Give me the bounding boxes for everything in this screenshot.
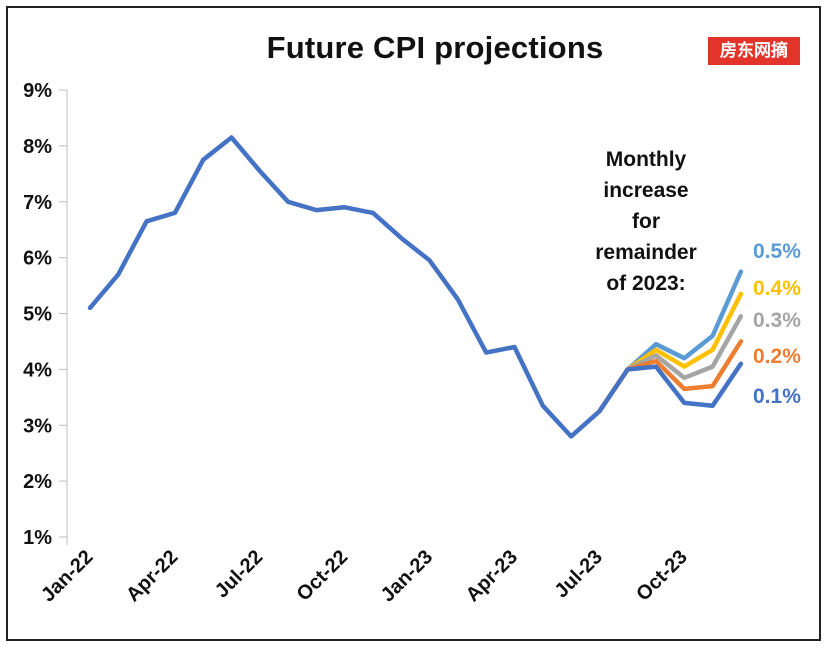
series-label: 0.2% bbox=[753, 345, 801, 368]
y-tick-label: 7% bbox=[23, 192, 52, 214]
annotation-line: for bbox=[632, 210, 660, 233]
y-tick-label: 9% bbox=[23, 80, 52, 102]
y-tick-label: 2% bbox=[23, 471, 52, 493]
x-tick-label: Jan-22 bbox=[37, 546, 97, 606]
annotation-line: remainder bbox=[595, 241, 697, 264]
projection-line bbox=[597, 361, 744, 414]
y-tick-label: 3% bbox=[23, 415, 52, 437]
projection-annotation: Monthly increase for remainder of 2023: bbox=[588, 144, 704, 299]
y-tick-label: 5% bbox=[23, 304, 52, 326]
x-tick-label: Oct-22 bbox=[293, 546, 353, 606]
annotation-line: of 2023: bbox=[606, 272, 686, 295]
watermark-stamp: 房东网摘 bbox=[708, 37, 800, 65]
x-tick-label: Apr-23 bbox=[462, 546, 522, 606]
chart-title: Future CPI projections bbox=[266, 30, 604, 65]
series-label: 0.1% bbox=[753, 385, 801, 408]
x-tick-label: Jul-23 bbox=[550, 546, 606, 602]
history-cpi-line bbox=[87, 135, 602, 439]
x-tick-label: Jul-22 bbox=[211, 546, 267, 602]
annotation-line: increase bbox=[603, 179, 689, 202]
x-tick-label: Jan-23 bbox=[377, 546, 437, 606]
y-tick-label: 6% bbox=[23, 248, 52, 270]
series-label: 0.5% bbox=[753, 240, 801, 263]
y-tick-label: 8% bbox=[23, 136, 52, 158]
y-tick-label: 4% bbox=[23, 359, 52, 381]
series-label: 0.4% bbox=[753, 277, 801, 300]
x-tick-label: Oct-23 bbox=[632, 546, 692, 606]
annotation-line: Monthly bbox=[605, 148, 687, 171]
series-label: 0.3% bbox=[753, 309, 801, 332]
y-tick-label: 1% bbox=[23, 527, 52, 549]
x-tick-label: Apr-22 bbox=[122, 546, 182, 606]
chart-frame bbox=[6, 6, 821, 641]
